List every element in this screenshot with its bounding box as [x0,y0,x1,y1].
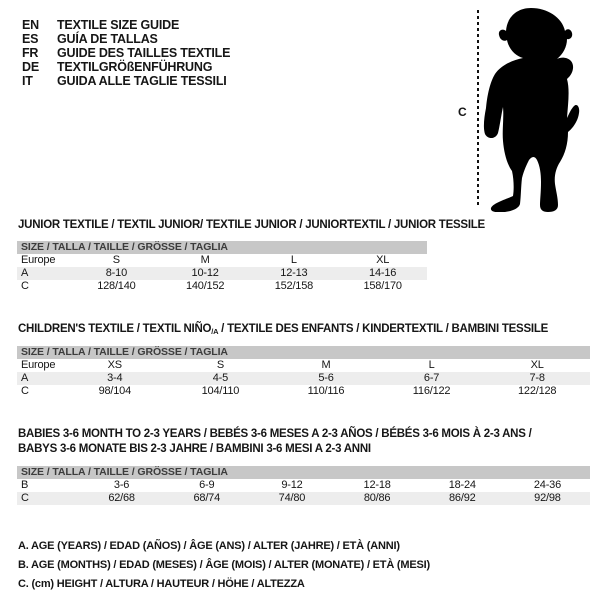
row-label: A [21,267,29,279]
language-row: DE TEXTILGRÖßENFÜHRUNG [22,60,230,74]
table-row: B 3-6 6-9 9-12 12-18 18-24 24-36 [17,479,590,492]
language-code: FR [22,46,39,60]
language-label: GUIDE DES TAILLES TEXTILE [57,46,231,60]
table-cell: 7-8 [529,372,546,384]
table-cell: 158/170 [363,280,402,292]
language-label: TEXTILE SIZE GUIDE [57,18,180,32]
table-cell: 10-12 [191,267,219,279]
table-cell: 18-24 [448,479,476,491]
table-cell: M [200,254,210,266]
table-cell: XL [530,359,544,371]
row-label: C [21,385,29,397]
table-cell: 110/116 [307,385,345,397]
table-cell: 9-12 [281,479,303,491]
table-title-babies: BABIES 3-6 MONTH TO 2-3 YEARS / BEBÉS 3-… [18,427,532,457]
table-cell: 5-6 [318,372,334,384]
row-label: Europe [21,254,56,266]
table-cell: 62/68 [108,492,135,504]
table-title-junior: JUNIOR TEXTILE / TEXTIL JUNIOR/ TEXTILE … [18,218,485,233]
row-label: C [21,280,29,292]
table-cell: S [112,254,120,266]
table-cell: 86/92 [449,492,476,504]
table-cell: 74/80 [278,492,306,504]
table-row: Europe S M L XL [17,254,427,267]
language-row: IT GUIDA ALLE TAGLIE TESSILI [22,74,230,88]
table-title-children: CHILDREN'S TEXTILE / TEXTIL NIÑO/A / TEX… [18,322,548,339]
table-title-text: JUNIOR TEXTILE / TEXTIL JUNIOR/ TEXTILE … [18,219,485,231]
table-cell: 92/98 [534,492,561,504]
height-figure: C [450,8,598,216]
dashed-measure-line [477,10,479,207]
table-row: Europe XS S M L XL [17,359,590,372]
table-cell: 3-6 [113,479,130,491]
table-cell: 14-16 [369,267,397,279]
table-size-header: SIZE / TALLA / TAILLE / GRÖSSE / TAGLIA [17,241,427,254]
size-table-children: SIZE / TALLA / TAILLE / GRÖSSE / TAGLIA … [17,346,590,398]
size-table-junior: SIZE / TALLA / TAILLE / GRÖSSE / TAGLIA … [17,241,427,293]
legend-notes: A. AGE (YEARS) / EDAD (AÑOS) / ÂGE (ANS)… [18,537,430,594]
table-cell: M [321,359,331,371]
table-cell: 8-10 [105,267,127,279]
language-row: ES GUÍA DE TALLAS [22,32,230,46]
table-cell: XL [376,254,390,266]
language-label: TEXTILGRÖßENFÜHRUNG [57,60,213,74]
table-row: A 3-4 4-5 5-6 6-7 7-8 [17,372,590,385]
table-cell: 122/128 [517,385,557,397]
table-title-text: BABYS 3-6 MONATE BIS 2-3 JAHRE / BAMBINI… [18,443,371,455]
table-row: C 62/68 68/74 74/80 80/86 86/92 92/98 [17,492,590,505]
table-size-header: SIZE / TALLA / TAILLE / GRÖSSE / TAGLIA [17,466,590,479]
table-cell: L [290,254,297,266]
table-size-header: SIZE / TALLA / TAILLE / GRÖSSE / TAGLIA [17,346,590,359]
table-cell: 24-36 [533,479,562,491]
language-code: ES [22,32,39,46]
table-cell: 98/104 [98,385,132,397]
table-cell: 80/86 [363,492,391,504]
table-cell: 68/74 [193,492,221,504]
table-cell: 4-5 [212,372,229,384]
language-row: FR GUIDE DES TAILLES TEXTILE [22,46,230,60]
note-height-cm: C. (cm) HEIGHT / ALTURA / HAUTEUR / HÖHE… [18,578,305,590]
table-cell: 6-7 [423,372,440,384]
size-table-babies: SIZE / TALLA / TAILLE / GRÖSSE / TAGLIA … [17,466,590,505]
table-cell: L [428,359,435,371]
table-cell: 6-9 [199,479,215,491]
table-cell: 12-18 [363,479,391,491]
table-title-text: CHILDREN'S TEXTILE / TEXTIL NIÑO [18,323,212,335]
toddler-silhouette-icon [483,8,580,212]
table-cell: XS [107,359,122,371]
table-title-text: / TEXTILE DES ENFANTS / KINDERTEXTIL / B… [218,323,549,335]
table-cell: 152/158 [274,280,314,292]
language-code: EN [22,18,39,32]
language-label: GUÍA DE TALLAS [57,32,158,46]
table-cell: 128/140 [97,280,136,292]
language-row: EN TEXTILE SIZE GUIDE [22,18,230,32]
table-cell: 116/122 [412,385,451,397]
table-cell: 12-13 [280,267,308,279]
table-cell: 140/152 [185,280,225,292]
table-cell: S [216,359,224,371]
table-title-text: BABIES 3-6 MONTH TO 2-3 YEARS / BEBÉS 3-… [18,428,532,440]
height-measure-label: C [458,105,467,119]
table-cell: 104/110 [201,385,240,397]
note-age-years: A. AGE (YEARS) / EDAD (AÑOS) / ÂGE (ANS)… [18,540,400,552]
table-cell: 3-4 [107,372,123,384]
table-row: C 98/104 104/110 110/116 116/122 122/128 [17,385,590,398]
language-code: DE [22,60,39,74]
row-label: Europe [21,359,56,371]
language-list: EN TEXTILE SIZE GUIDE ES GUÍA DE TALLAS … [22,18,230,88]
row-label: B [21,479,29,491]
note-age-months: B. AGE (MONTHS) / EDAD (MESES) / ÂGE (MO… [18,559,430,571]
table-row: C 128/140 140/152 152/158 158/170 [17,280,427,293]
table-row: A 8-10 10-12 12-13 14-16 [17,267,427,280]
table-title-subscript: /A [211,327,219,336]
row-label: A [21,372,29,384]
language-code: IT [22,74,33,88]
row-label: C [21,492,29,504]
language-label: GUIDA ALLE TAGLIE TESSILI [57,74,227,88]
